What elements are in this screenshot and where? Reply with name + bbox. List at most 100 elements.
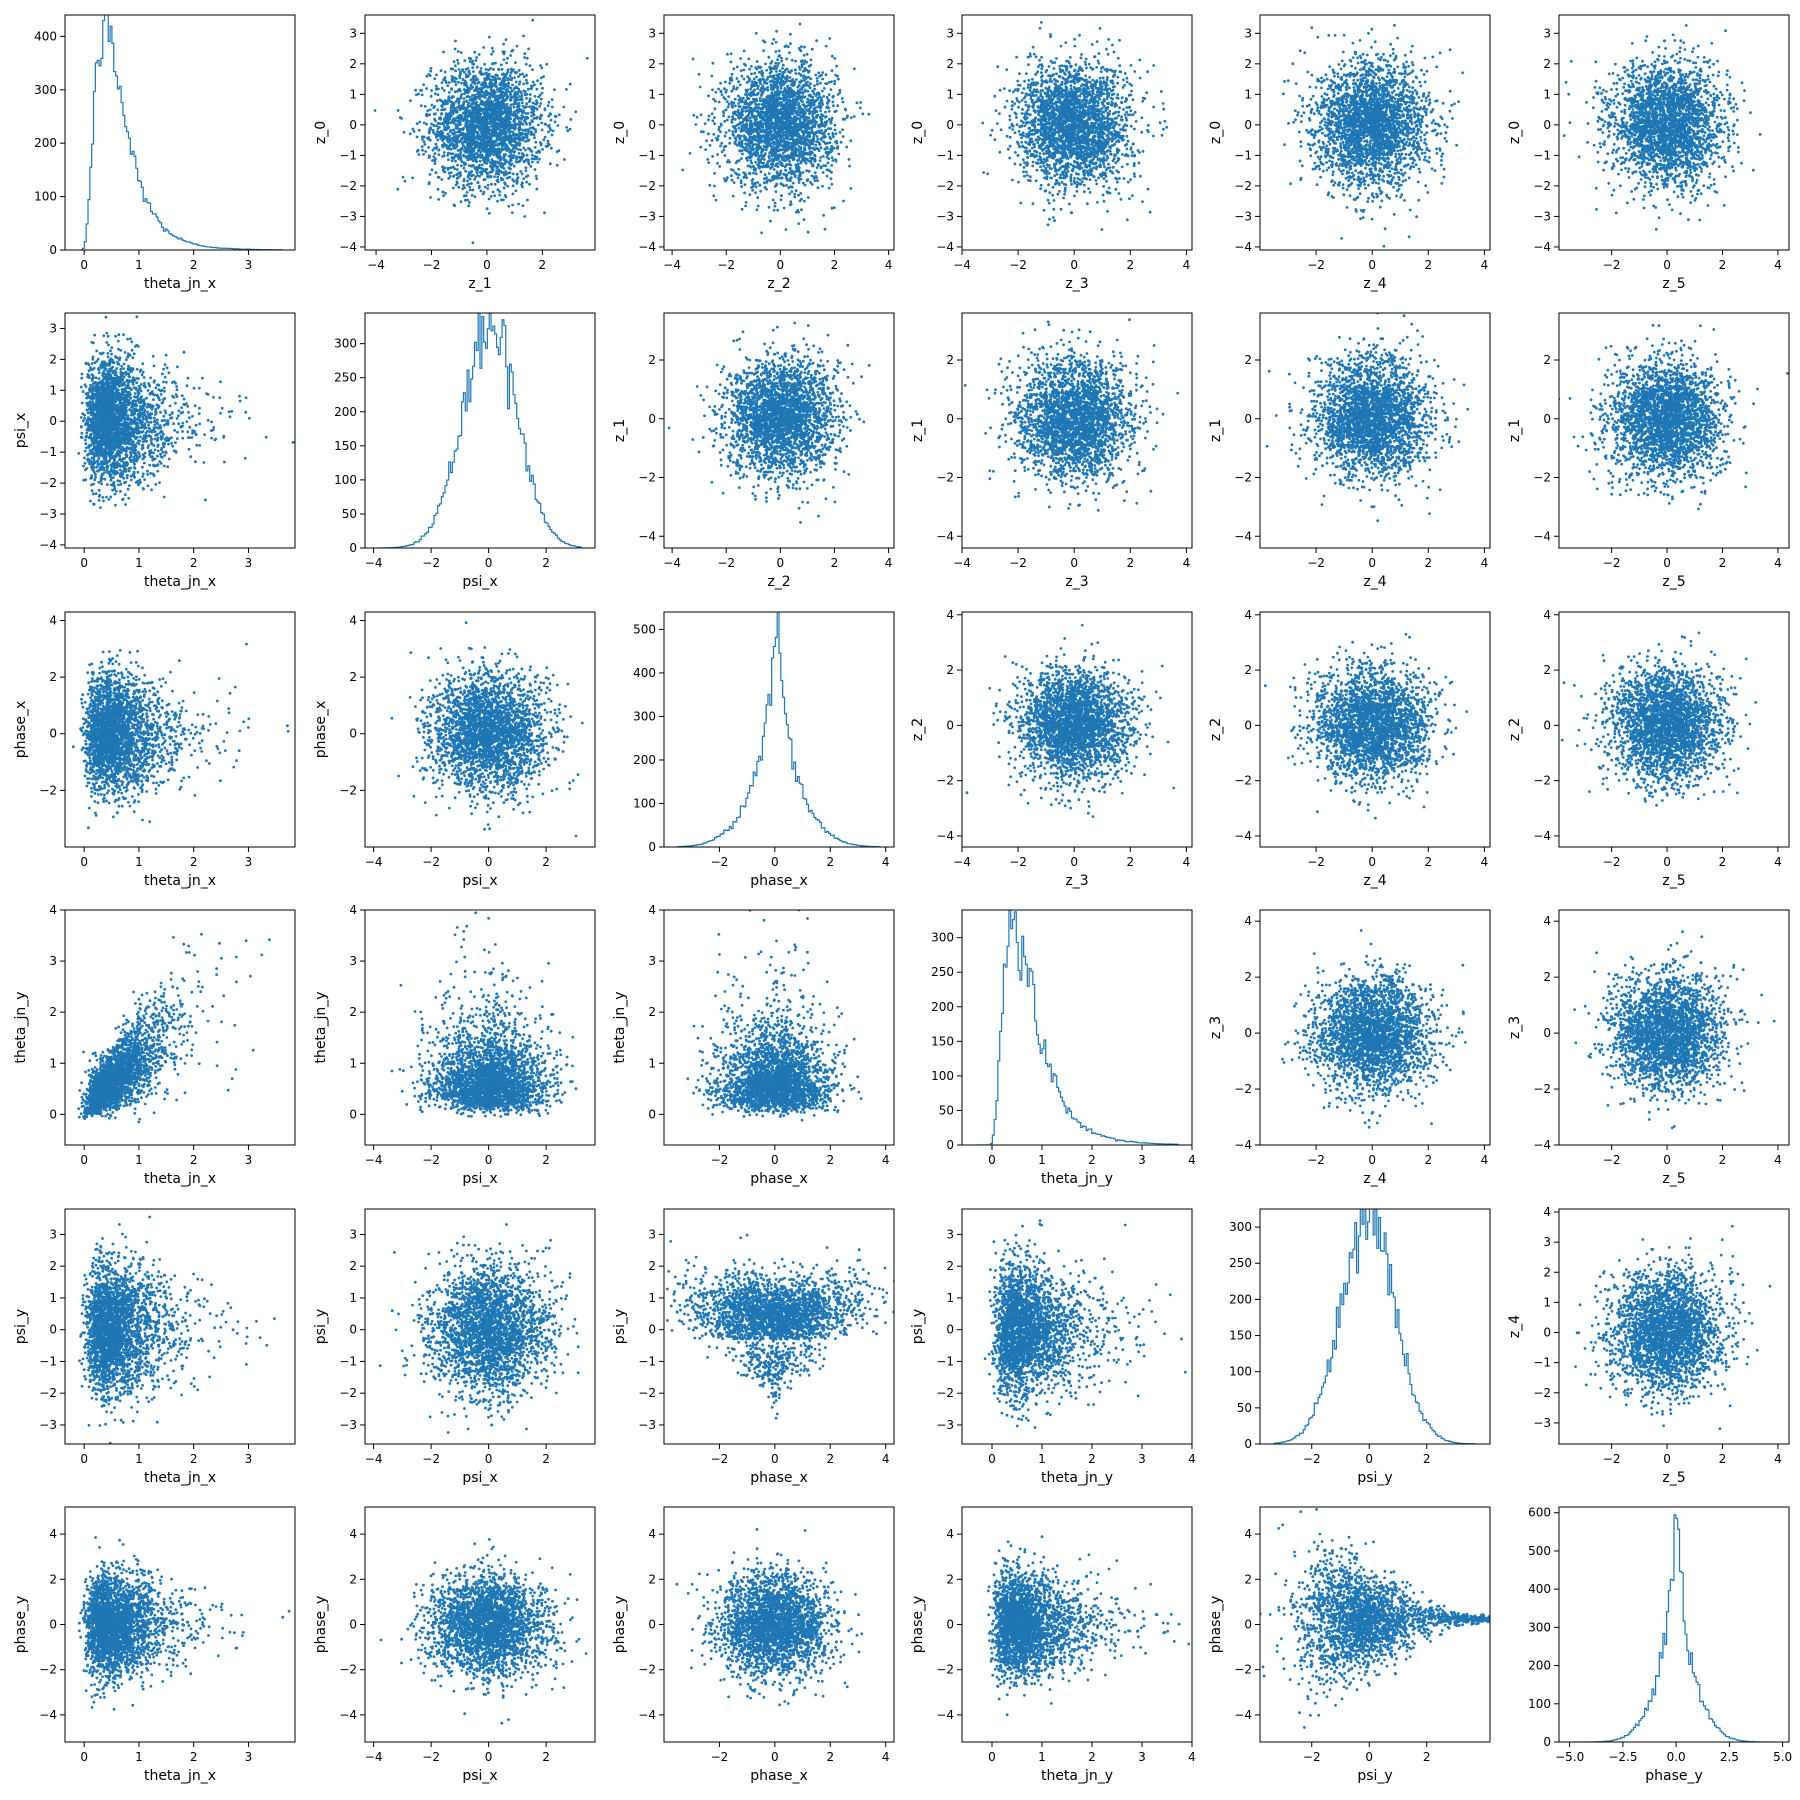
scatter-point xyxy=(801,100,804,103)
scatter-point xyxy=(765,148,768,151)
scatter-point xyxy=(448,81,451,84)
scatter-point xyxy=(765,69,768,72)
scatter-point xyxy=(483,77,486,80)
scatter-point xyxy=(782,64,785,67)
scatter-point xyxy=(836,104,839,107)
scatter-point xyxy=(774,185,777,188)
scatter-point xyxy=(744,142,747,145)
scatter-point xyxy=(471,94,474,97)
scatter-point xyxy=(751,80,754,83)
scatter-point xyxy=(728,116,731,119)
scatter-point xyxy=(549,127,552,130)
scatter-point xyxy=(476,121,479,124)
scatter-point xyxy=(456,140,459,143)
scatter-point xyxy=(465,90,468,93)
scatter-point xyxy=(798,47,801,50)
scatter-point xyxy=(522,115,525,118)
scatter-point xyxy=(749,159,752,162)
scatter-point xyxy=(756,196,759,199)
scatter-point xyxy=(428,154,431,157)
scatter-point xyxy=(808,70,811,73)
scatter-point xyxy=(477,174,480,177)
scatter-point xyxy=(836,147,839,150)
scatter-point xyxy=(762,49,765,52)
scatter-point xyxy=(526,82,529,85)
scatter-point xyxy=(793,129,796,132)
scatter-point xyxy=(507,205,510,208)
scatter-point xyxy=(772,88,775,91)
scatter-point xyxy=(461,160,464,163)
scatter-point xyxy=(789,42,792,45)
scatter-point xyxy=(827,133,830,136)
scatter-point xyxy=(793,121,796,124)
scatter-point xyxy=(444,71,447,74)
scatter-point xyxy=(521,73,524,76)
scatter-point xyxy=(750,162,753,165)
scatter-point xyxy=(442,167,445,170)
scatter-point xyxy=(458,75,461,78)
scatter-point xyxy=(750,136,753,139)
scatter-point xyxy=(525,79,528,82)
scatter-point xyxy=(681,169,684,172)
scatter-point xyxy=(512,147,515,150)
scatter-point xyxy=(533,136,536,139)
scatter-point xyxy=(818,96,821,99)
scatter-point xyxy=(748,129,751,132)
scatter-point xyxy=(695,123,698,126)
scatter-point xyxy=(418,153,421,156)
scatter-point xyxy=(821,132,824,135)
scatter-point xyxy=(540,77,543,80)
scatter-point xyxy=(700,113,703,116)
scatter-point xyxy=(443,125,446,128)
scatter-point xyxy=(718,165,721,168)
scatter-point xyxy=(775,82,778,85)
scatter-point xyxy=(816,135,819,138)
scatter-point xyxy=(434,92,437,95)
scatter-point xyxy=(776,122,779,125)
scatter-point xyxy=(799,111,802,114)
scatter-point xyxy=(460,51,463,54)
scatter-point xyxy=(795,100,798,103)
scatter-point xyxy=(755,185,758,188)
scatter-point xyxy=(755,172,758,175)
scatter-point xyxy=(705,139,708,142)
scatter-point xyxy=(804,124,807,127)
scatter-point xyxy=(525,63,528,66)
scatter-point xyxy=(430,89,433,92)
scatter-point xyxy=(441,81,444,84)
scatter-point xyxy=(792,143,795,146)
scatter-point xyxy=(479,160,482,163)
scatter-point xyxy=(510,159,513,162)
scatter-point xyxy=(547,140,550,143)
scatter-point xyxy=(805,81,808,84)
scatter-point xyxy=(800,45,803,48)
scatter-point xyxy=(502,43,505,46)
scatter-point xyxy=(429,74,432,77)
scatter-point xyxy=(759,190,762,193)
scatter-point xyxy=(759,140,762,143)
scatter-point xyxy=(453,102,456,105)
scatter-point xyxy=(471,115,474,118)
scatter-point xyxy=(491,164,494,167)
scatter-point xyxy=(795,189,798,192)
scatter-point xyxy=(825,82,828,85)
scatter-point xyxy=(546,145,549,148)
scatter-point xyxy=(809,147,812,150)
scatter-point xyxy=(503,187,506,190)
scatter-point xyxy=(715,137,718,140)
scatter-point xyxy=(831,69,834,72)
scatter-point xyxy=(775,50,778,53)
scatter-point xyxy=(712,133,715,136)
scatter-point xyxy=(479,156,482,159)
scatter-point xyxy=(468,57,471,60)
scatter-point xyxy=(416,122,419,125)
scatter-point xyxy=(521,129,524,132)
scatter-point xyxy=(780,198,783,201)
scatter-point xyxy=(692,114,695,117)
scatter-point xyxy=(801,63,804,66)
scatter-point xyxy=(803,200,806,203)
scatter-point xyxy=(471,194,474,197)
scatter-point xyxy=(735,130,738,133)
scatter-point xyxy=(514,61,517,64)
scatter-point xyxy=(786,68,789,71)
